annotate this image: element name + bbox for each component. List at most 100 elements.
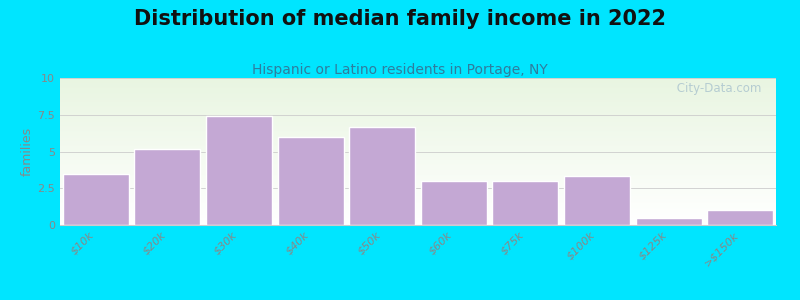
Bar: [60, 171, 776, 172]
Bar: [60, 94, 776, 95]
Bar: [60, 183, 776, 184]
Bar: [60, 102, 776, 103]
Bar: [60, 97, 776, 98]
Bar: [60, 218, 776, 219]
Bar: [60, 205, 776, 206]
Bar: [60, 155, 776, 156]
Bar: [60, 163, 776, 164]
Bar: [60, 160, 776, 161]
Bar: [60, 209, 776, 210]
Bar: [60, 189, 776, 190]
Bar: [60, 133, 776, 134]
Bar: [60, 108, 776, 109]
Bar: [60, 178, 776, 179]
Bar: [60, 137, 776, 138]
Bar: [60, 118, 776, 119]
Bar: [60, 145, 776, 146]
Bar: [60, 88, 776, 89]
Bar: [60, 81, 776, 82]
Bar: [60, 139, 776, 140]
Bar: [60, 129, 776, 130]
Bar: [60, 210, 776, 211]
Bar: [60, 125, 776, 126]
Bar: [60, 110, 776, 111]
Text: Distribution of median family income in 2022: Distribution of median family income in …: [134, 9, 666, 29]
Bar: [60, 140, 776, 141]
Bar: [60, 136, 776, 137]
Bar: [564, 176, 630, 225]
Bar: [60, 83, 776, 84]
Bar: [60, 180, 776, 181]
Bar: [60, 86, 776, 87]
Bar: [60, 223, 776, 224]
Bar: [60, 101, 776, 102]
Bar: [60, 147, 776, 148]
Bar: [60, 148, 776, 149]
Bar: [60, 192, 776, 193]
Bar: [60, 134, 776, 135]
Bar: [60, 115, 776, 116]
Bar: [60, 96, 776, 97]
Bar: [60, 132, 776, 133]
Bar: [60, 95, 776, 96]
Bar: [60, 91, 776, 92]
Bar: [60, 130, 776, 131]
Bar: [60, 214, 776, 215]
Bar: [60, 82, 776, 83]
Bar: [60, 169, 776, 170]
Bar: [60, 113, 776, 114]
Bar: [60, 213, 776, 214]
Bar: [421, 181, 486, 225]
Bar: [60, 173, 776, 174]
Bar: [60, 124, 776, 125]
Bar: [60, 191, 776, 192]
Bar: [63, 173, 129, 225]
Bar: [60, 146, 776, 147]
Bar: [60, 188, 776, 189]
Text: City-Data.com: City-Data.com: [674, 82, 762, 95]
Bar: [60, 112, 776, 113]
Bar: [60, 107, 776, 108]
Bar: [60, 196, 776, 197]
Bar: [60, 170, 776, 171]
Bar: [60, 89, 776, 90]
Bar: [707, 210, 773, 225]
Bar: [60, 144, 776, 145]
Bar: [60, 200, 776, 201]
Bar: [60, 142, 776, 143]
Bar: [350, 127, 415, 225]
Bar: [60, 161, 776, 162]
Bar: [60, 120, 776, 121]
Bar: [60, 152, 776, 153]
Bar: [60, 154, 776, 155]
Bar: [60, 168, 776, 169]
Bar: [60, 195, 776, 196]
Bar: [60, 193, 776, 194]
Bar: [60, 220, 776, 221]
Bar: [60, 150, 776, 151]
Bar: [60, 116, 776, 117]
Bar: [60, 167, 776, 168]
Bar: [60, 176, 776, 177]
Bar: [60, 149, 776, 150]
Bar: [60, 153, 776, 154]
Bar: [60, 202, 776, 203]
Bar: [60, 138, 776, 139]
Bar: [60, 219, 776, 220]
Bar: [60, 121, 776, 122]
Bar: [60, 196, 776, 197]
Bar: [60, 85, 776, 86]
Text: Hispanic or Latino residents in Portage, NY: Hispanic or Latino residents in Portage,…: [252, 63, 548, 77]
Bar: [60, 197, 776, 198]
Bar: [60, 216, 776, 217]
Bar: [60, 159, 776, 160]
Bar: [60, 212, 776, 213]
Bar: [60, 151, 776, 152]
Bar: [134, 148, 200, 225]
Bar: [60, 211, 776, 212]
Bar: [60, 128, 776, 129]
Bar: [60, 87, 776, 88]
Bar: [60, 190, 776, 191]
Bar: [493, 181, 558, 225]
Bar: [60, 169, 776, 170]
